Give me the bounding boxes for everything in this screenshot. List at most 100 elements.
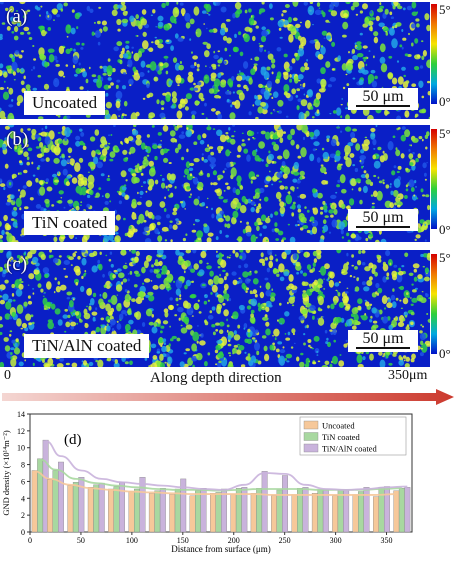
- legend-swatch: [303, 432, 319, 441]
- bar: [195, 490, 202, 533]
- bar: [148, 492, 155, 533]
- bar: [398, 487, 405, 533]
- bar: [37, 458, 44, 533]
- legend-swatch: [303, 443, 319, 453]
- bar: [169, 493, 176, 533]
- x-axis-label: Distance from surface (μm): [171, 544, 271, 554]
- bar: [93, 484, 100, 533]
- bar: [159, 487, 166, 533]
- x-tick-label: 200: [228, 536, 240, 545]
- bar: [220, 488, 227, 533]
- scale-bar: 50 μm: [348, 330, 418, 352]
- x-tick-label: 150: [177, 536, 189, 545]
- y-tick-label: 12: [17, 427, 25, 436]
- colorbar-b: [431, 129, 437, 229]
- bar: [174, 488, 181, 533]
- bar: [358, 491, 364, 533]
- bar: [373, 496, 379, 533]
- colorbar-a: [431, 4, 437, 104]
- panel-label-uncoated: Uncoated: [24, 91, 106, 115]
- y-tick-label: 14: [17, 410, 25, 419]
- bar: [180, 478, 187, 533]
- x-tick-label: 250: [279, 536, 291, 545]
- y-axis-label: GND density (×10¹⁴m⁻²): [1, 430, 11, 516]
- panel-letter-d: (d): [64, 432, 82, 448]
- bar: [98, 482, 105, 533]
- bar: [139, 476, 146, 533]
- bar: [31, 470, 38, 533]
- scale-bar: 50 μm: [348, 88, 418, 110]
- bar: [72, 482, 79, 533]
- scale-bar: 50 μm: [348, 209, 418, 231]
- bar: [363, 487, 370, 533]
- bar: [133, 488, 140, 533]
- depth-direction-arrow: [0, 388, 458, 406]
- bar: [230, 493, 237, 533]
- depth-axis-start: 0: [4, 368, 11, 383]
- bar: [282, 475, 288, 533]
- gnd-density-chart: 0 2 4 6 8 10 12 14 0 50 100 150 200 250 300 350 Uncoated…: [0, 404, 458, 556]
- y-tick-label: 10: [17, 444, 25, 453]
- bar: [322, 489, 329, 533]
- panel-letter-a: (a): [6, 6, 28, 27]
- bar: [291, 494, 298, 533]
- bar: [337, 489, 344, 533]
- legend-label: TiN/AlN coated: [322, 444, 377, 454]
- colorbar-min-b: 0°: [439, 222, 451, 237]
- panel-label-tin-aln-coated: TiN/AlN coated: [24, 334, 150, 358]
- depth-axis-end: 350μm: [388, 368, 428, 383]
- scale-bar-line: [356, 347, 410, 349]
- colorbar-max-a: 5°: [439, 2, 451, 17]
- y-tick-label: 6: [21, 477, 25, 486]
- bar: [215, 492, 222, 533]
- panel-letter-b: (b): [6, 129, 29, 150]
- scale-bar-line: [356, 105, 410, 107]
- bar: [58, 461, 64, 533]
- bar: [113, 486, 120, 533]
- trend-line: [45, 440, 408, 491]
- y-tick-label: 4: [21, 494, 25, 503]
- bar: [241, 487, 248, 533]
- chart-svg: 0 2 4 6 8 10 12 14 0 50 100 150 200 250 300 350 Uncoated…: [1, 410, 413, 554]
- colorbar-max-c: 5°: [439, 250, 451, 265]
- x-tick-label: 0: [28, 536, 32, 545]
- ebsd-map-tin-aln-coated: (c) TiN/AlN coated 50 μm: [0, 250, 430, 367]
- y-tick-label: 0: [21, 528, 25, 537]
- bar: [189, 495, 196, 533]
- colorbar-max-b: 5°: [439, 126, 451, 141]
- legend-label: Uncoated: [322, 421, 355, 431]
- colorbar-c: [431, 254, 437, 354]
- legend-label: TiN coated: [322, 432, 360, 442]
- colorbar-min-c: 0°: [439, 346, 451, 361]
- bar: [317, 489, 324, 533]
- legend-swatch: [303, 420, 319, 430]
- scale-bar-text: 50 μm: [362, 88, 404, 105]
- panel-letter-c: (c): [6, 254, 28, 275]
- panel-label-tin-coated: TiN coated: [24, 211, 116, 235]
- bar: [352, 494, 359, 533]
- bar: [261, 471, 268, 533]
- trend-line: [34, 470, 397, 496]
- x-tick-label: 300: [330, 536, 342, 545]
- bar: [128, 491, 135, 533]
- y-tick-label: 2: [21, 511, 25, 520]
- bar: [108, 488, 115, 533]
- bar: [384, 486, 390, 533]
- scale-bar-text: 50 μm: [362, 330, 404, 347]
- bar: [47, 479, 53, 533]
- ebsd-map-uncoated: (a) Uncoated 50 μm: [0, 2, 430, 119]
- bar: [271, 495, 277, 533]
- scale-bar-line: [356, 226, 410, 228]
- bar: [404, 487, 411, 533]
- bar: [154, 490, 161, 533]
- bar: [78, 476, 85, 533]
- x-tick-label: 100: [126, 536, 138, 545]
- bar: [332, 495, 339, 533]
- y-tick-label: 8: [21, 461, 25, 470]
- bar: [311, 492, 318, 533]
- bar: [67, 485, 74, 533]
- x-tick-label: 350: [381, 536, 393, 545]
- scale-bar-text: 50 μm: [362, 209, 404, 226]
- bar: [87, 487, 94, 533]
- colorbar-min-a: 0°: [439, 94, 451, 109]
